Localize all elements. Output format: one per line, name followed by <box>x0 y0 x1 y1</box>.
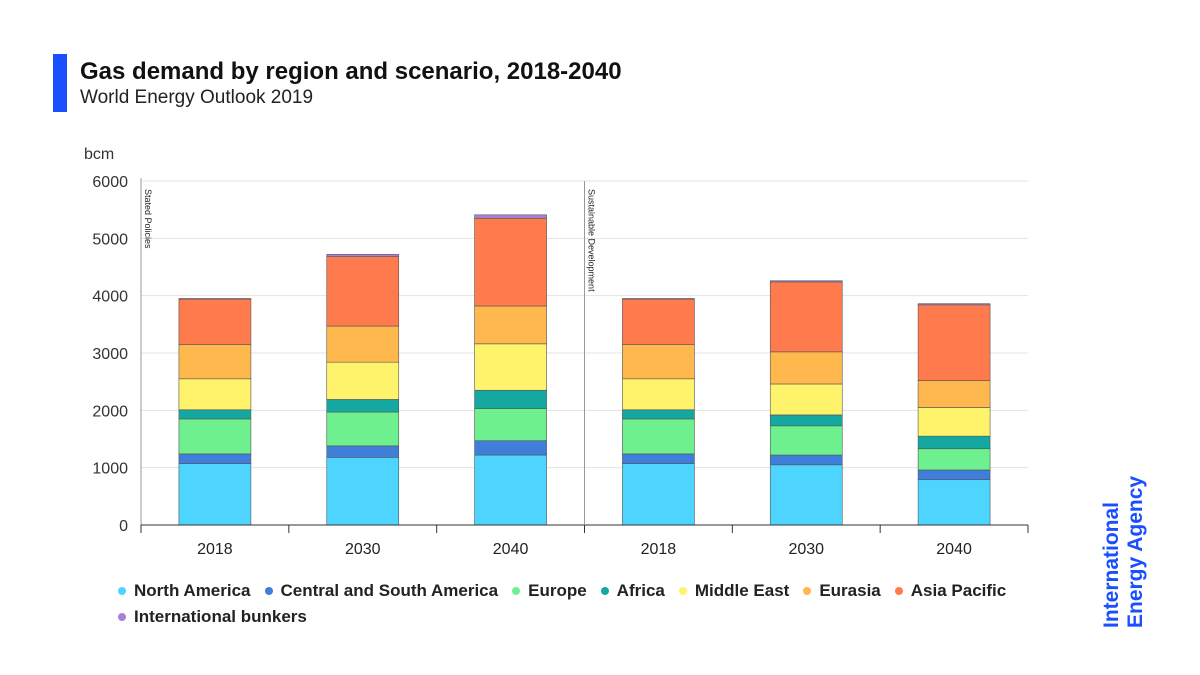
y-tick-label: 1000 <box>92 461 128 478</box>
y-tick-label: 6000 <box>92 174 128 191</box>
iea-logo: International Energy Agency <box>1100 476 1147 628</box>
bar-segment <box>917 380 991 408</box>
legend-swatch <box>894 587 903 595</box>
y-axis-label: bcm <box>84 146 114 163</box>
legend-item: Middle East <box>678 580 790 602</box>
legend-label: Europe <box>528 581 587 600</box>
bar-segment <box>474 217 547 307</box>
bar-segment <box>474 305 547 345</box>
bar-segment <box>622 344 695 380</box>
legend-swatch <box>803 587 812 595</box>
bar-segment <box>917 479 991 526</box>
bar-segment <box>474 343 547 391</box>
bar-segment <box>622 463 695 526</box>
bar-segment <box>474 389 547 409</box>
x-tick-label: 2018 <box>197 541 233 558</box>
bar-segment <box>474 214 547 219</box>
bar-segment <box>326 445 400 458</box>
legend-item: Eurasia <box>803 580 881 602</box>
legend-label: North America <box>134 581 251 600</box>
bar-segment <box>769 280 843 283</box>
x-tick-label: 2040 <box>493 541 529 558</box>
bar-segment <box>622 298 695 300</box>
legend-item: International bunkers <box>118 606 307 628</box>
legend-label: Eurasia <box>819 581 881 600</box>
bar-segment <box>474 440 547 456</box>
legend-item: Asia Pacific <box>894 580 1007 602</box>
legend-swatch <box>512 587 521 595</box>
legend-swatch <box>118 613 126 621</box>
legend-swatch <box>678 587 687 595</box>
bar-segment <box>178 344 252 380</box>
bar-segment <box>326 399 400 413</box>
legend-label: Middle East <box>694 581 790 600</box>
y-tick-label: 3000 <box>92 346 128 363</box>
bar-segment <box>769 351 843 385</box>
legend-swatch <box>118 587 126 595</box>
bar-segment <box>917 435 991 450</box>
chart-title: Gas demand by region and scenario, 2018-… <box>80 58 622 85</box>
bar-segment <box>622 453 695 464</box>
bar-segment <box>622 298 695 345</box>
title-accent-bar <box>53 54 67 112</box>
bar-segment <box>326 457 400 526</box>
scenario-label: Sustainable Development <box>587 189 597 292</box>
scenario-groups: Stated Policies Sustainable Development <box>143 181 597 525</box>
legend-label: Asia Pacific <box>910 581 1007 600</box>
bar-segment <box>769 414 843 427</box>
bar-segment <box>769 383 843 416</box>
bar-segment <box>474 408 547 442</box>
legend-label: International bunkers <box>134 607 307 626</box>
bar-segment <box>178 418 252 455</box>
bar-segment <box>769 464 843 526</box>
y-axis-ticks: 0 1000 2000 3000 4000 5000 6000 <box>92 174 128 535</box>
bar-segment <box>769 281 843 353</box>
bar-segment <box>917 448 991 471</box>
bar-segment <box>326 411 400 447</box>
legend-item: Africa <box>600 580 665 602</box>
x-tick-label: 2040 <box>936 541 972 558</box>
legend-swatch <box>600 587 609 595</box>
legend-item: North America <box>118 580 251 602</box>
bar-segment <box>326 254 400 257</box>
legend-label: Central and South America <box>280 581 499 600</box>
bar-segment <box>769 425 843 456</box>
y-tick-label: 5000 <box>92 231 128 248</box>
y-tick-label: 2000 <box>92 403 128 420</box>
bar-segment <box>178 378 252 411</box>
bar-segment <box>178 463 252 526</box>
y-tick-label: 0 <box>119 518 128 535</box>
bar-segment <box>474 454 547 526</box>
bar-segment <box>178 409 252 420</box>
x-tick-label: 2018 <box>641 541 677 558</box>
bar-segment <box>178 298 252 345</box>
bar-segment <box>178 453 252 464</box>
chart-subtitle: World Energy Outlook 2019 <box>80 87 314 108</box>
bar-segment <box>917 304 991 381</box>
legend-swatch <box>264 587 273 595</box>
logo-line-1: International <box>1100 502 1123 628</box>
legend-item: Central and South America <box>264 580 499 602</box>
logo-line-2: Energy Agency <box>1124 476 1147 628</box>
bar-segment <box>326 325 400 363</box>
legend-item: Europe <box>512 580 587 602</box>
bar-segment <box>917 407 991 437</box>
bars <box>178 214 991 526</box>
bar-segment <box>622 378 695 411</box>
x-tick-label: 2030 <box>788 541 824 558</box>
scenario-label: Stated Policies <box>143 189 153 249</box>
bar-segment <box>917 469 991 481</box>
bar-segment <box>326 256 400 327</box>
bar-segment <box>769 454 843 466</box>
bar-segment <box>178 298 252 300</box>
x-tick-label: 2030 <box>345 541 381 558</box>
bar-segment <box>622 409 695 420</box>
bar-segment <box>326 361 400 400</box>
legend: North America Central and South America Eu… <box>118 580 1078 628</box>
y-tick-label: 4000 <box>92 289 128 306</box>
bar-segment <box>917 303 991 306</box>
legend-label: Africa <box>616 581 665 600</box>
bar-segment <box>622 418 695 455</box>
